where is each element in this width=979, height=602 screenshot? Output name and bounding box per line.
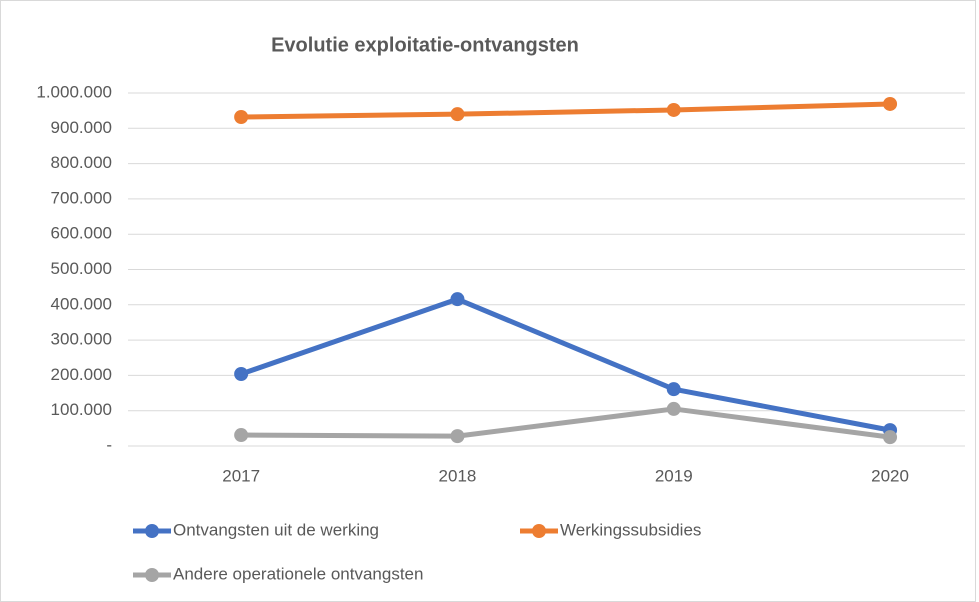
legend-label: Werkingssubsidies: [560, 520, 701, 539]
data-point: [883, 96, 898, 111]
y-tick-label: 600.000: [51, 224, 112, 243]
data-point: [234, 366, 249, 381]
series-line: [238, 406, 893, 440]
data-point: [234, 428, 249, 443]
x-tick-label: 2019: [655, 466, 693, 485]
data-point: [666, 401, 681, 416]
y-tick-label: 800.000: [51, 153, 112, 172]
y-tick-label: -: [106, 435, 112, 454]
data-point: [883, 430, 898, 445]
data-point: [666, 382, 681, 397]
legend-marker: [145, 568, 159, 582]
series-line: [238, 296, 893, 433]
chart-title: Evolutie exploitatie-ontvangsten: [271, 34, 579, 56]
legend-marker: [145, 524, 159, 538]
y-tick-label: 200.000: [51, 365, 112, 384]
x-tick-label: 2017: [222, 466, 260, 485]
y-tick-label: 500.000: [51, 259, 112, 278]
data-point: [450, 292, 465, 307]
data-point: [450, 429, 465, 444]
series-line: [238, 101, 893, 120]
x-tick-label: 2018: [439, 466, 477, 485]
legend-marker: [532, 524, 546, 538]
y-tick-label: 400.000: [51, 294, 112, 313]
data-point: [234, 110, 249, 125]
y-tick-label: 100.000: [51, 400, 112, 419]
x-tick-label: 2020: [871, 466, 909, 485]
y-tick-label: 300.000: [51, 330, 112, 349]
y-tick-label: 700.000: [51, 188, 112, 207]
legend-label: Andere operationele ontvangsten: [173, 564, 423, 583]
y-tick-label: 900.000: [51, 118, 112, 137]
data-point: [666, 102, 681, 117]
y-tick-label: 1.000.000: [36, 82, 112, 101]
data-point: [450, 107, 465, 122]
legend-label: Ontvangsten uit de werking: [173, 520, 379, 539]
